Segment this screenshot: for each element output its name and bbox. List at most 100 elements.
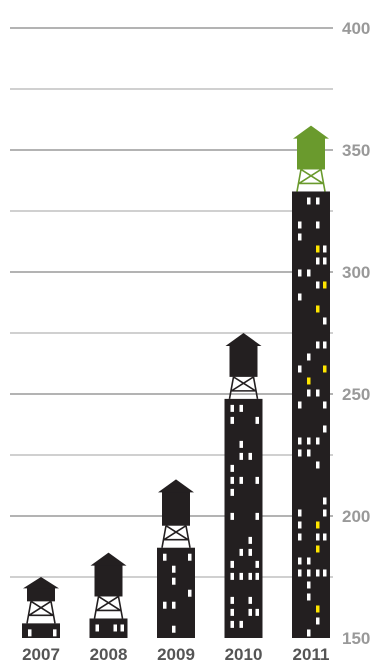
window-lit [323,281,327,289]
window [307,389,311,397]
y-tick-label: 350 [342,141,370,160]
window [230,464,234,472]
bar-windows [28,629,57,637]
window [172,601,176,609]
window [113,624,117,632]
window-lit [316,245,320,253]
window [239,440,243,448]
bars [22,125,330,639]
window [316,197,320,205]
window [307,269,311,277]
window [298,221,302,229]
tower-tank [162,491,190,526]
window [316,389,320,397]
window [307,437,311,445]
window-lit [316,605,320,613]
window [307,581,311,589]
bar-windows [163,553,192,633]
window [239,620,243,628]
window-lit [316,521,320,529]
window [316,257,320,265]
x-axis-ticks: 2007 2008 2009 2010 2011 [22,645,329,663]
water-tower-icon [23,577,59,624]
bar-2010 [224,333,263,638]
window [316,437,320,445]
water-tower-icon [158,479,194,548]
window [230,608,234,616]
window [248,548,252,556]
tower-roof [90,552,127,566]
tower-tank [94,564,123,597]
window [28,629,32,637]
window [323,509,327,517]
window [298,569,302,577]
window [298,293,302,301]
water-tower-icon [90,552,127,619]
window [53,629,57,637]
window [255,560,259,568]
y-tick-label: 250 [342,385,370,404]
tower-legs [161,525,191,548]
tower-legs [228,376,259,400]
window [255,476,259,484]
x-tick-label: 2010 [225,645,263,663]
gridlines [10,27,333,578]
window [239,404,243,412]
window [239,572,243,580]
window [230,416,234,424]
window [316,533,320,541]
window [323,425,327,433]
tower-roof [293,125,329,139]
window [163,601,167,609]
window [298,365,302,373]
window [323,533,327,541]
bar-building [89,618,128,638]
window [188,553,192,561]
bar-windows [230,404,259,628]
window [316,461,320,469]
window [307,557,311,565]
window [172,625,176,633]
bar-2011 [292,125,330,639]
window [307,629,311,637]
tower-legs [296,168,326,192]
window [120,624,124,632]
window [172,565,176,573]
tower-tank [229,345,258,377]
window [298,509,302,517]
window [323,317,327,325]
window [323,341,327,349]
window [323,245,327,253]
window [323,497,327,505]
bar-windows [95,624,124,632]
window [230,404,234,412]
bar-2007 [22,577,60,638]
window [307,353,311,361]
window [298,557,302,565]
bar-2009 [157,479,195,638]
window [230,488,234,496]
y-tick-label: 150 [342,629,370,648]
window [248,608,252,616]
window [248,596,252,604]
window [248,536,252,544]
window [298,437,302,445]
bar-2008 [89,552,128,638]
water-tower-icon [225,333,262,400]
window [239,452,243,460]
window [307,449,311,457]
tower-roof [23,577,59,589]
tower-roof [225,333,262,346]
window [298,401,302,409]
window [307,197,311,205]
y-tick-label: 400 [342,19,370,38]
window [307,593,311,601]
window [255,416,259,424]
window [316,569,320,577]
window [255,608,259,616]
tower-tank [297,137,325,170]
y-tick-label: 200 [342,507,370,526]
window [172,577,176,585]
window [307,569,311,577]
window [248,452,252,460]
